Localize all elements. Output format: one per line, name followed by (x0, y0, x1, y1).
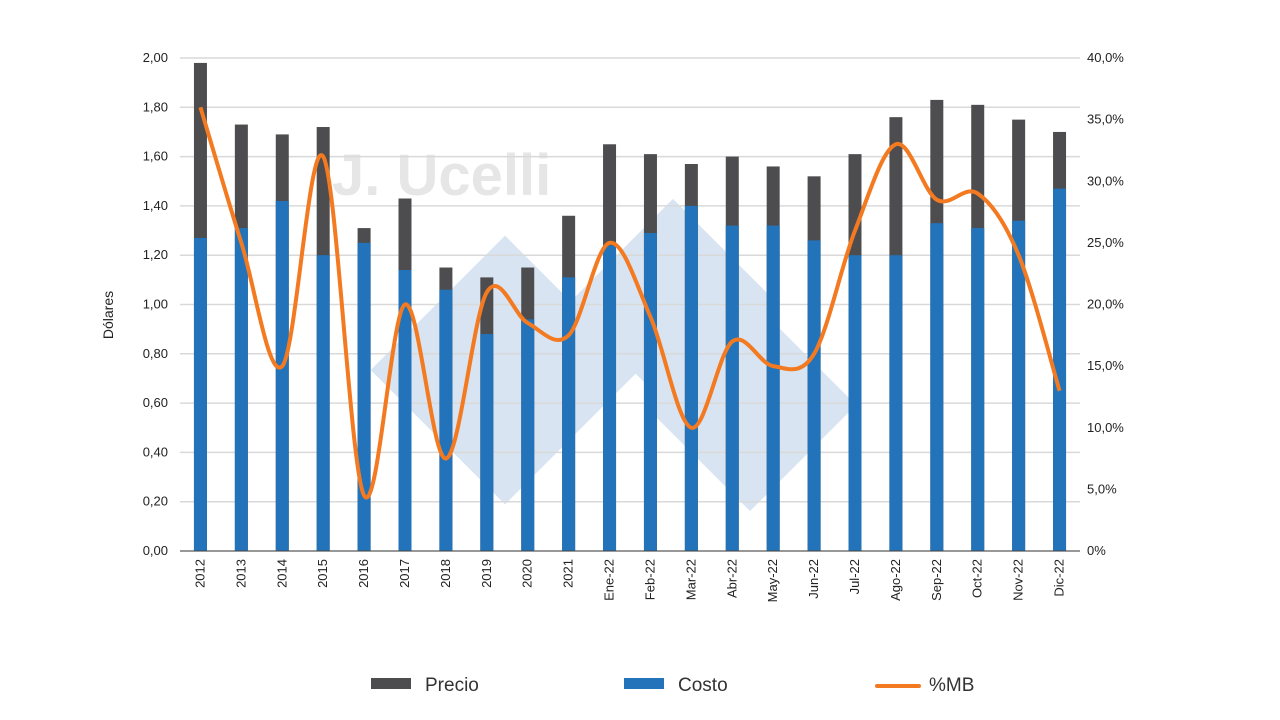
x-tick-label: Nov-22 (1011, 559, 1026, 601)
bar-costo (275, 200, 289, 551)
bar-costo (357, 242, 371, 551)
y-tick-label: 1,40 (143, 198, 168, 213)
y2-tick-label: 15,0% (1087, 358, 1124, 373)
bar-costo (521, 319, 535, 551)
y-axis-title: Dólares (100, 291, 116, 339)
y2-axis: 0% 5,0% 10,0% 15,0% 20,0% 25,0% 30,0% 35,0% 40,0… (1087, 50, 1124, 558)
x-tick-label: 2021 (561, 559, 576, 588)
y2-tick-label: 35,0% (1087, 112, 1124, 127)
legend-label: Costo (678, 675, 728, 696)
y2-tick-label: 20,0% (1087, 297, 1124, 312)
y-tick-label: 0,20 (143, 494, 168, 509)
y-tick-label: 0,80 (143, 346, 168, 361)
line-series (198, 106, 1062, 500)
x-tick-label: 2018 (438, 559, 453, 588)
y-tick-label: 1,00 (143, 297, 168, 312)
x-tick-label: 2012 (192, 559, 207, 588)
x-tick-label: Feb-22 (642, 559, 657, 600)
legend-swatch-costo (624, 678, 664, 689)
bar-costo (930, 223, 944, 551)
bar-costo (684, 205, 698, 551)
bar-costo (889, 255, 903, 551)
bar-costo (439, 289, 453, 551)
bar-costo (725, 225, 739, 551)
x-tick-label: 2015 (315, 559, 330, 588)
x-tick-label: Abr-22 (724, 559, 739, 598)
x-tick-label: May-22 (765, 559, 780, 602)
x-tick-label: 2013 (233, 559, 248, 588)
x-tick-label: 2017 (397, 559, 412, 588)
bar-costo (562, 277, 576, 551)
x-tick-label: Dic-22 (1052, 559, 1067, 597)
bar-costo (1053, 188, 1067, 551)
x-tick-label: Ago-22 (888, 559, 903, 601)
y2-tick-label: 30,0% (1087, 173, 1124, 188)
x-tick-label: Ene-22 (602, 559, 617, 601)
bar-costo (234, 228, 248, 551)
bar-costo (480, 334, 494, 551)
y-tick-label: 1,60 (143, 149, 168, 164)
bar-costo (807, 240, 821, 551)
bar-costo (398, 269, 412, 551)
x-tick-label: Jul-22 (847, 559, 862, 594)
y-tick-label: 2,00 (143, 50, 168, 65)
y-tick-label: 0,60 (143, 395, 168, 410)
y-tick-label: 1,80 (143, 99, 168, 114)
x-tick-label: 2019 (479, 559, 494, 588)
y-tick-label: 0,40 (143, 444, 168, 459)
y-tick-label: 1,20 (143, 247, 168, 262)
bar-costo (643, 233, 657, 551)
x-tick-label: 2020 (520, 559, 535, 588)
x-tick-label: Jun-22 (806, 559, 821, 599)
y2-tick-label: 0% (1087, 543, 1106, 558)
x-tick-label: Oct-22 (970, 559, 985, 598)
legend: Precio Costo %MB (371, 675, 974, 696)
y-tick-label: 0,00 (143, 543, 168, 558)
series-line-mb (198, 106, 1062, 500)
x-tick-label: 2014 (274, 559, 289, 588)
grid (180, 57, 1080, 552)
legend-label: Precio (425, 675, 479, 696)
legend-swatch-precio (371, 678, 411, 689)
y2-tick-label: 25,0% (1087, 235, 1124, 250)
bar-costo (971, 228, 985, 551)
y2-tick-label: 40,0% (1087, 50, 1124, 65)
watermark-text: J. Ucelli (332, 143, 551, 208)
legend-label: %MB (929, 675, 974, 696)
bar-costo (1012, 220, 1026, 551)
bar-costo (316, 255, 330, 551)
bar-costo (193, 237, 207, 551)
bar-costo (766, 225, 780, 551)
bar-costo (603, 245, 617, 551)
y2-tick-label: 5,0% (1087, 481, 1117, 496)
y-axis: 0,00 0,20 0,40 0,60 0,80 1,00 1,20 1,40 1,60 1,80… (143, 50, 168, 558)
x-tick-label: Sep-22 (929, 559, 944, 601)
y2-tick-label: 10,0% (1087, 420, 1124, 435)
x-tick-label: 2016 (356, 559, 371, 588)
bar-costo (848, 255, 862, 551)
x-axis: 2012 2013 2014 2015 2016 2017 2018 2019 2020 2021… (180, 550, 1080, 602)
x-tick-label: Mar-22 (683, 559, 698, 600)
